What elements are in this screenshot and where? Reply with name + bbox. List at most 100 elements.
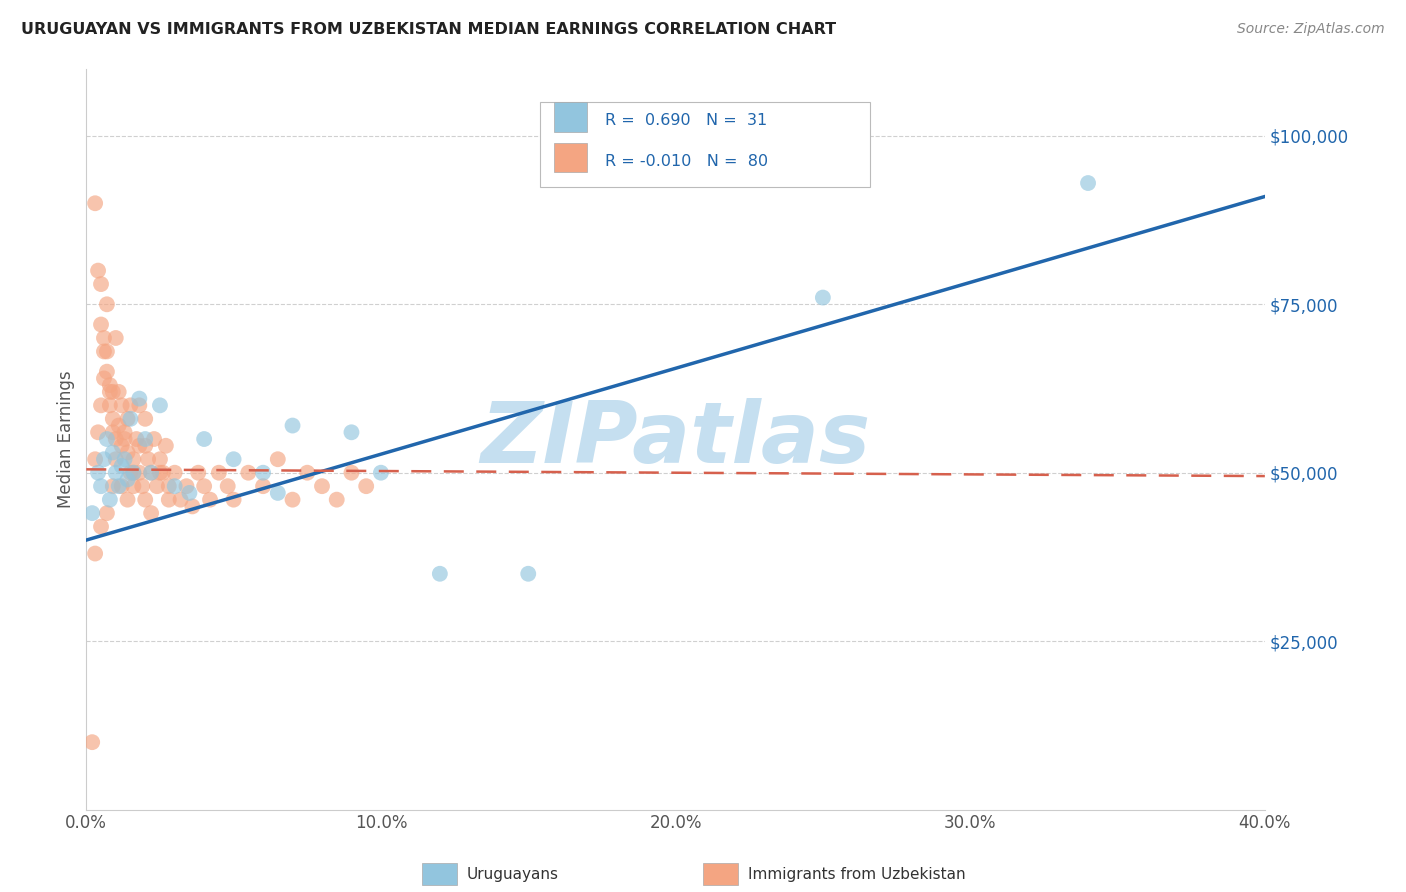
Text: Immigrants from Uzbekistan: Immigrants from Uzbekistan — [748, 867, 966, 881]
Point — [370, 466, 392, 480]
Point — [98, 492, 121, 507]
Point — [128, 439, 150, 453]
Y-axis label: Median Earnings: Median Earnings — [58, 370, 75, 508]
Point — [128, 466, 150, 480]
Point — [122, 466, 145, 480]
Point — [281, 492, 304, 507]
Point — [84, 196, 107, 211]
Point — [169, 492, 191, 507]
Point — [82, 735, 104, 749]
Point — [101, 425, 124, 440]
Point — [111, 439, 134, 453]
Point — [122, 466, 145, 480]
Point — [96, 365, 118, 379]
Point — [134, 412, 156, 426]
Point — [111, 398, 134, 412]
Point — [111, 458, 134, 473]
Point — [114, 452, 136, 467]
Point — [120, 412, 142, 426]
Point — [107, 384, 129, 399]
Point — [117, 472, 139, 486]
Point — [101, 412, 124, 426]
Point — [176, 479, 198, 493]
Point — [139, 466, 162, 480]
Text: Source: ZipAtlas.com: Source: ZipAtlas.com — [1237, 22, 1385, 37]
Point — [208, 466, 231, 480]
Point — [101, 384, 124, 399]
Point — [93, 371, 115, 385]
Point — [93, 452, 115, 467]
Point — [146, 479, 169, 493]
Point — [157, 492, 180, 507]
Point — [198, 492, 221, 507]
Point — [90, 398, 112, 412]
Point — [98, 378, 121, 392]
Point — [252, 466, 274, 480]
Point — [325, 492, 347, 507]
Point — [93, 331, 115, 345]
Text: R = -0.010   N =  80: R = -0.010 N = 80 — [605, 153, 768, 169]
Point — [90, 277, 112, 291]
Point — [120, 398, 142, 412]
Point — [193, 432, 215, 446]
Point — [107, 418, 129, 433]
Point — [96, 506, 118, 520]
Point — [179, 486, 201, 500]
Point — [90, 318, 112, 332]
Point — [101, 479, 124, 493]
Point — [157, 479, 180, 493]
Point — [122, 452, 145, 467]
Point — [149, 398, 172, 412]
Point — [98, 384, 121, 399]
Point — [114, 432, 136, 446]
Text: ZIPatlas: ZIPatlas — [481, 398, 870, 481]
Point — [134, 492, 156, 507]
Point — [128, 398, 150, 412]
Point — [517, 566, 540, 581]
Point — [222, 492, 245, 507]
FancyBboxPatch shape — [554, 103, 588, 131]
Point — [122, 479, 145, 493]
Point — [354, 479, 377, 493]
Point — [104, 466, 127, 480]
Point — [111, 479, 134, 493]
Point — [93, 344, 115, 359]
Point — [340, 466, 363, 480]
Point — [139, 466, 162, 480]
Point — [125, 432, 148, 446]
Point — [84, 547, 107, 561]
Point — [117, 412, 139, 426]
Point — [96, 432, 118, 446]
Point — [1077, 176, 1099, 190]
FancyBboxPatch shape — [540, 102, 870, 187]
Point — [139, 506, 162, 520]
Text: URUGUAYAN VS IMMIGRANTS FROM UZBEKISTAN MEDIAN EARNINGS CORRELATION CHART: URUGUAYAN VS IMMIGRANTS FROM UZBEKISTAN … — [21, 22, 837, 37]
Point — [267, 486, 290, 500]
Point — [90, 519, 112, 533]
Point — [104, 331, 127, 345]
Point — [193, 479, 215, 493]
Point — [104, 452, 127, 467]
Point — [163, 479, 186, 493]
Point — [152, 466, 174, 480]
Point — [187, 466, 209, 480]
Point — [281, 418, 304, 433]
Point — [217, 479, 239, 493]
Point — [120, 466, 142, 480]
Point — [87, 263, 110, 277]
Point — [311, 479, 333, 493]
Point — [117, 492, 139, 507]
Point — [143, 432, 166, 446]
Point — [82, 506, 104, 520]
Point — [149, 466, 172, 480]
Point — [252, 479, 274, 493]
Point — [149, 452, 172, 467]
Point — [267, 452, 290, 467]
Point — [117, 445, 139, 459]
Point — [101, 445, 124, 459]
Point — [429, 566, 451, 581]
Point — [90, 479, 112, 493]
Text: R =  0.690   N =  31: R = 0.690 N = 31 — [605, 113, 768, 128]
Point — [87, 425, 110, 440]
Point — [104, 432, 127, 446]
